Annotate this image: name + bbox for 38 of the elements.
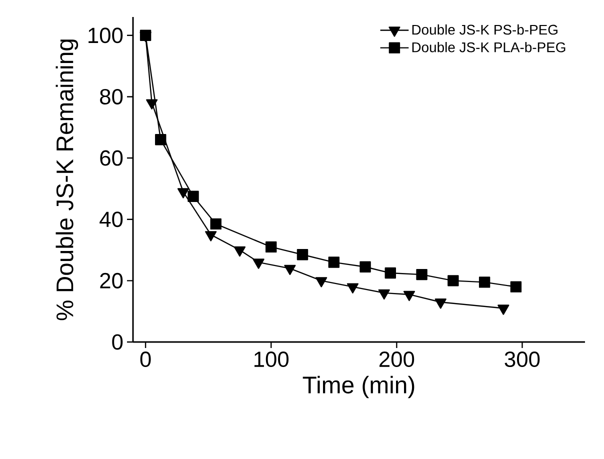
- point: [234, 246, 246, 257]
- y-tick-label: 100: [88, 28, 123, 44]
- y-tick-label: 20: [100, 272, 123, 288]
- point: [205, 231, 217, 242]
- point: [252, 258, 264, 269]
- x-tick-label: 100: [254, 352, 289, 368]
- point: [403, 290, 416, 302]
- legend-label: Double JS-K PS-b-PEG: [412, 24, 558, 35]
- legend-label: Double JS-K PLA-b-PEG: [412, 42, 566, 52]
- point: [210, 218, 222, 230]
- point: [478, 276, 490, 288]
- point: [155, 134, 166, 146]
- point: [346, 283, 359, 294]
- point: [146, 99, 158, 110]
- x-tick-label: 300: [504, 352, 540, 368]
- point: [316, 277, 328, 288]
- point: [498, 304, 510, 315]
- point: [266, 241, 277, 253]
- x-tick-label: 200: [379, 352, 414, 368]
- point: [328, 256, 340, 268]
- x-tick-label: 0: [140, 352, 151, 368]
- point: [448, 275, 459, 286]
- point: [434, 298, 446, 309]
- y-tick-label: 60: [100, 150, 123, 166]
- point: [188, 190, 199, 202]
- point: [296, 249, 308, 260]
- y-tick-label: 0: [112, 334, 123, 350]
- x-axis-title: Time (min): [302, 376, 414, 398]
- point: [177, 188, 190, 198]
- point: [416, 268, 428, 280]
- y-tick-label: 40: [100, 212, 123, 228]
- point: [284, 264, 296, 276]
- y-tick-label: 80: [100, 88, 123, 104]
- point: [360, 261, 371, 272]
- y-axis-title: % Double JS-K Remaining: [56, 40, 78, 320]
- point: [384, 267, 396, 279]
- point: [378, 289, 390, 300]
- point: [510, 281, 522, 292]
